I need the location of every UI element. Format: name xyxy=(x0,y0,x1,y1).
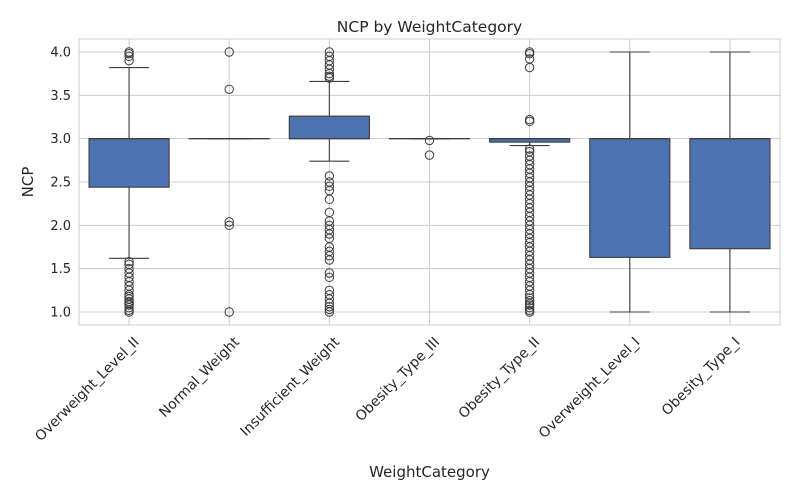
outlier-point xyxy=(324,302,335,312)
outlier-point xyxy=(324,268,335,278)
y-tick-label: 3.0 xyxy=(50,132,71,147)
outlier-point xyxy=(324,47,335,57)
outlier-point xyxy=(324,220,335,231)
y-tick-labels: 1.0 1.5 2.0 2.5 3.0 3.5 4.0 xyxy=(50,46,71,321)
outlier-point xyxy=(324,246,335,257)
outlier-point xyxy=(124,257,134,267)
outlier-point xyxy=(324,304,335,315)
x-tick-label: Obesity_Type_I xyxy=(659,334,744,419)
y-tick-label: 1.5 xyxy=(50,262,71,277)
x-tick-label: Obesity_Type_II xyxy=(456,334,544,422)
outlier-point xyxy=(324,285,335,296)
outlier-point xyxy=(324,177,335,187)
box-group xyxy=(88,47,170,317)
outlier-point xyxy=(224,307,234,317)
outlier-point xyxy=(324,207,335,218)
x-tick-label: Overweight_Level_I xyxy=(536,334,643,441)
outlier-point xyxy=(224,220,234,231)
outlier-point xyxy=(124,259,134,270)
outlier-point xyxy=(224,84,234,94)
x-tick-label: Overweight_Level_II xyxy=(32,334,142,444)
chart-title: NCP by WeightCategory xyxy=(337,18,522,36)
y-axis-title: NCP xyxy=(19,167,37,198)
outlier-point xyxy=(124,263,134,274)
box-group xyxy=(388,135,471,160)
outlier-point xyxy=(524,146,535,157)
x-tick-label: Obesity_Type_III xyxy=(353,334,444,425)
y-tick-label: 4.0 xyxy=(50,46,71,61)
box-group xyxy=(589,51,671,313)
outlier-point xyxy=(324,289,335,300)
outlier-point xyxy=(324,171,335,181)
y-tick-label: 3.5 xyxy=(50,89,71,104)
outlier-point xyxy=(424,135,435,146)
outlier-point xyxy=(524,151,535,161)
outlier-point xyxy=(524,54,535,64)
box-iqr xyxy=(589,138,671,258)
outlier-point xyxy=(524,47,535,57)
outlier-point xyxy=(324,51,335,62)
outlier-point xyxy=(524,144,535,154)
outlier-point xyxy=(124,296,134,307)
x-tick-label: Normal_Weight xyxy=(156,334,243,421)
outlier-point xyxy=(324,71,335,81)
outlier-point xyxy=(524,296,535,306)
outlier-point xyxy=(524,293,535,303)
box-iqr xyxy=(288,115,370,140)
boxes xyxy=(88,47,771,317)
outlier-point xyxy=(524,305,535,315)
outlier-point xyxy=(224,217,234,227)
outlier-point xyxy=(324,181,335,192)
outlier-point xyxy=(524,302,535,313)
box-group xyxy=(689,51,771,313)
outlier-point xyxy=(224,47,234,57)
box-iqr xyxy=(88,138,170,188)
x-axis-title: WeightCategory xyxy=(369,463,490,481)
x-tick-label: Insufficient_Weight xyxy=(238,334,344,440)
box-group xyxy=(489,47,571,317)
x-tick-labels: Overweight_Level_II Normal_WeightInsuffic… xyxy=(32,334,743,445)
box-iqr xyxy=(689,138,771,250)
box-group xyxy=(188,47,270,317)
box-group xyxy=(288,47,370,317)
y-tick-label: 2.0 xyxy=(50,219,71,234)
y-tick-label: 2.5 xyxy=(50,176,71,191)
outlier-point xyxy=(524,114,535,125)
outlier-point xyxy=(424,150,435,160)
outlier-point xyxy=(324,272,335,283)
y-tick-label: 1.0 xyxy=(50,306,71,321)
outlier-point xyxy=(124,51,134,62)
outlier-point xyxy=(124,47,134,57)
